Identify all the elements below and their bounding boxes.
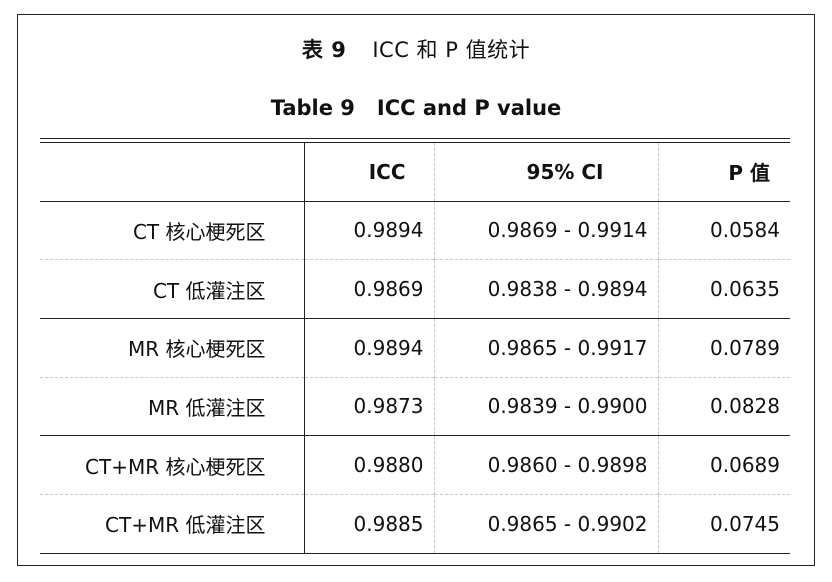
cell-p: 0.0745 (657, 494, 790, 554)
cell-ci: 0.9860 - 0.9898 (433, 435, 658, 495)
row-label: CT+MR 核心梗死区 (40, 435, 305, 495)
cell-p: 0.0828 (657, 377, 790, 436)
table-row: CT 低灌注区 0.9869 0.9838 - 0.9894 0.0635 (40, 259, 790, 319)
cell-p: 0.0584 (657, 201, 790, 260)
top-rule-thick (40, 138, 790, 139)
row-label: MR 低灌注区 (40, 377, 305, 436)
cell-ci: 0.9839 - 0.9900 (433, 377, 658, 436)
cell-ci: 0.9869 - 0.9914 (433, 201, 658, 260)
cell-icc: 0.9873 (303, 377, 434, 436)
cell-ci: 0.9865 - 0.9917 (433, 318, 658, 378)
cell-icc: 0.9894 (303, 201, 434, 260)
table-row: CT+MR 核心梗死区 0.9880 0.9860 - 0.9898 0.068… (40, 435, 790, 495)
cell-icc: 0.9880 (303, 435, 434, 495)
header-empty (40, 143, 305, 201)
header-ci: 95% CI (433, 143, 658, 201)
caption-en-number: Table 9 (270, 96, 355, 120)
cell-icc: 0.9894 (303, 318, 434, 378)
row-label: CT 核心梗死区 (40, 201, 305, 260)
cell-icc: 0.9869 (303, 259, 434, 319)
table-caption-english: Table 9 ICC and P value (0, 96, 832, 120)
header-p-value: P 值 (657, 143, 790, 201)
cell-ci: 0.9838 - 0.9894 (433, 259, 658, 319)
cell-p: 0.0689 (657, 435, 790, 495)
row-label: CT 低灌注区 (40, 259, 305, 319)
cell-p: 0.0789 (657, 318, 790, 378)
table-row: CT+MR 低灌注区 0.9885 0.9865 - 0.9902 0.0745 (40, 494, 790, 554)
caption-en-text: ICC and P value (376, 96, 562, 120)
header-icc: ICC (303, 143, 434, 201)
caption-cn-text: ICC 和 P 值统计 (372, 38, 531, 62)
cell-icc: 0.9885 (303, 494, 434, 554)
caption-cn-number: 表 9 (301, 38, 347, 62)
table-row: MR 核心梗死区 0.9894 0.9865 - 0.9917 0.0789 (40, 318, 790, 378)
row-label: CT+MR 低灌注区 (40, 494, 305, 554)
table-row: CT 核心梗死区 0.9894 0.9869 - 0.9914 0.0584 (40, 201, 790, 260)
cell-p: 0.0635 (657, 259, 790, 319)
table-row: MR 低灌注区 0.9873 0.9839 - 0.9900 0.0828 (40, 377, 790, 436)
icc-table: ICC 95% CI P 值 CT 核心梗死区 0.9894 0.9869 - … (40, 143, 790, 554)
row-label: MR 核心梗死区 (40, 318, 305, 378)
table-header-row: ICC 95% CI P 值 (40, 143, 790, 201)
table-caption-chinese: 表 9 ICC 和 P 值统计 (0, 34, 832, 64)
cell-ci: 0.9865 - 0.9902 (433, 494, 658, 554)
top-rule-thin (40, 142, 790, 143)
